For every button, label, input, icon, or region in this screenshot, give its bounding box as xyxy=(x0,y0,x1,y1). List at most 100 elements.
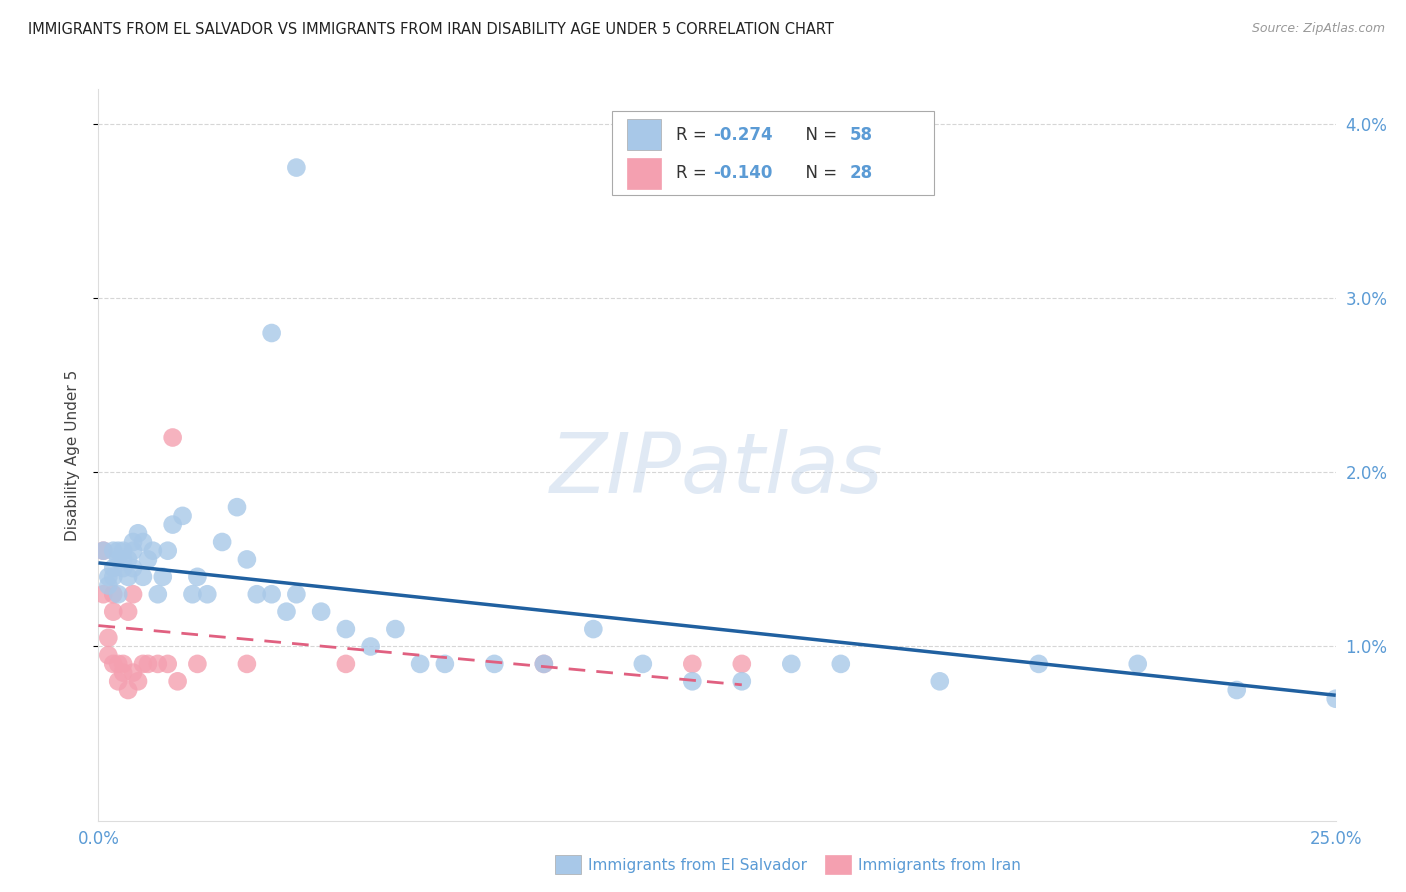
Text: 58: 58 xyxy=(849,126,873,144)
Point xyxy=(103,605,125,619)
Point xyxy=(186,657,208,671)
Point xyxy=(146,587,169,601)
Point xyxy=(156,543,179,558)
Point xyxy=(112,657,135,671)
Y-axis label: Disability Age Under 5: Disability Age Under 5 xyxy=(65,369,80,541)
Point xyxy=(117,570,139,584)
Point xyxy=(97,631,120,645)
Point xyxy=(226,500,249,515)
Point xyxy=(122,543,145,558)
Point xyxy=(335,622,357,636)
Point xyxy=(132,657,155,671)
Point xyxy=(928,674,950,689)
Point xyxy=(181,587,204,601)
Point xyxy=(127,526,149,541)
Point xyxy=(409,657,432,671)
Point xyxy=(112,552,135,566)
Text: -0.140: -0.140 xyxy=(713,164,773,182)
Point xyxy=(484,657,506,671)
Point xyxy=(731,674,754,689)
Point xyxy=(260,587,283,601)
Point xyxy=(107,657,129,671)
Point xyxy=(236,657,259,671)
Point xyxy=(681,674,703,689)
Point xyxy=(186,570,208,584)
Text: ZIPatlas: ZIPatlas xyxy=(550,429,884,510)
Point xyxy=(582,622,605,636)
Point xyxy=(384,622,406,636)
Point xyxy=(246,587,269,601)
Point xyxy=(103,657,125,671)
Point xyxy=(1028,657,1050,671)
Point xyxy=(285,161,308,175)
Bar xyxy=(627,120,661,150)
Point xyxy=(335,657,357,671)
Point xyxy=(103,543,125,558)
Point xyxy=(276,605,298,619)
FancyBboxPatch shape xyxy=(612,112,934,195)
Point xyxy=(1226,683,1249,698)
Point xyxy=(1126,657,1149,671)
Point xyxy=(97,648,120,663)
Text: N =: N = xyxy=(794,126,842,144)
Text: -0.274: -0.274 xyxy=(713,126,773,144)
Point xyxy=(107,552,129,566)
Point xyxy=(107,674,129,689)
Point xyxy=(132,570,155,584)
Point xyxy=(107,587,129,601)
Point xyxy=(122,587,145,601)
Text: Source: ZipAtlas.com: Source: ZipAtlas.com xyxy=(1251,22,1385,36)
Point xyxy=(146,657,169,671)
Point xyxy=(112,561,135,575)
Point xyxy=(433,657,456,671)
Text: R =: R = xyxy=(676,126,713,144)
Point xyxy=(631,657,654,671)
Point xyxy=(112,543,135,558)
Point xyxy=(681,657,703,671)
Point xyxy=(533,657,555,671)
Point xyxy=(162,517,184,532)
Point xyxy=(132,535,155,549)
Text: Immigrants from Iran: Immigrants from Iran xyxy=(858,858,1021,872)
Point xyxy=(142,543,165,558)
Point xyxy=(117,605,139,619)
Text: R =: R = xyxy=(676,164,713,182)
Point xyxy=(122,665,145,680)
Point xyxy=(236,552,259,566)
Text: N =: N = xyxy=(794,164,842,182)
Text: IMMIGRANTS FROM EL SALVADOR VS IMMIGRANTS FROM IRAN DISABILITY AGE UNDER 5 CORRE: IMMIGRANTS FROM EL SALVADOR VS IMMIGRANT… xyxy=(28,22,834,37)
Point xyxy=(152,570,174,584)
Point xyxy=(136,552,159,566)
Text: 28: 28 xyxy=(849,164,873,182)
Point xyxy=(97,570,120,584)
Point xyxy=(93,543,115,558)
Point xyxy=(731,657,754,671)
Point xyxy=(172,508,194,523)
Point xyxy=(103,561,125,575)
Point xyxy=(117,552,139,566)
Point xyxy=(195,587,218,601)
Point xyxy=(533,657,555,671)
Point xyxy=(97,578,120,592)
Point xyxy=(260,326,283,340)
Point xyxy=(112,665,135,680)
Text: Immigrants from El Salvador: Immigrants from El Salvador xyxy=(588,858,807,872)
Point xyxy=(211,535,233,549)
Point xyxy=(136,657,159,671)
Point xyxy=(285,587,308,601)
Point xyxy=(103,570,125,584)
Point xyxy=(93,587,115,601)
Point xyxy=(93,543,115,558)
Point xyxy=(309,605,332,619)
Point xyxy=(360,640,382,654)
Point xyxy=(122,561,145,575)
Point xyxy=(122,535,145,549)
Point xyxy=(127,674,149,689)
Bar xyxy=(627,158,661,189)
Point xyxy=(1324,691,1347,706)
Point xyxy=(107,543,129,558)
Point xyxy=(162,430,184,444)
Point xyxy=(830,657,852,671)
Point xyxy=(780,657,803,671)
Point xyxy=(166,674,188,689)
